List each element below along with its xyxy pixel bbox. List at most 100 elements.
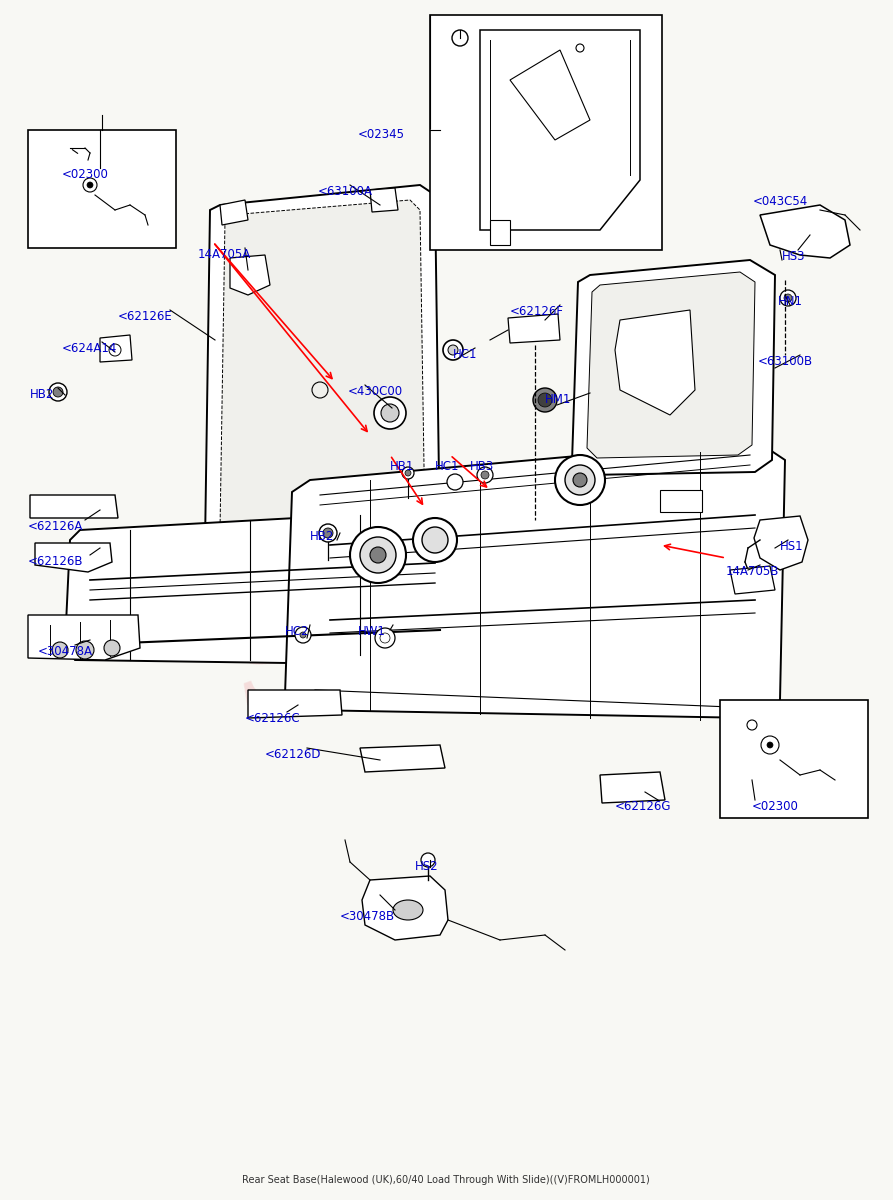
Circle shape xyxy=(360,538,396,572)
Polygon shape xyxy=(754,516,808,570)
Bar xyxy=(720,700,868,818)
Polygon shape xyxy=(28,614,140,660)
Text: Sautia: Sautia xyxy=(214,467,678,733)
Text: HB2: HB2 xyxy=(310,530,334,542)
Circle shape xyxy=(374,397,406,428)
Circle shape xyxy=(319,524,337,542)
Text: HS3: HS3 xyxy=(782,250,805,263)
Circle shape xyxy=(405,470,411,476)
Polygon shape xyxy=(730,566,775,594)
Circle shape xyxy=(538,392,552,407)
Circle shape xyxy=(780,290,796,306)
Polygon shape xyxy=(510,50,590,140)
Text: Rear Seat Base(Halewood (UK),60/40 Load Through With Slide)((V)FROMLH000001): Rear Seat Base(Halewood (UK),60/40 Load … xyxy=(242,1175,650,1186)
Polygon shape xyxy=(65,510,455,665)
Circle shape xyxy=(477,467,493,482)
Polygon shape xyxy=(572,260,775,475)
Circle shape xyxy=(555,455,605,505)
Polygon shape xyxy=(35,542,112,572)
Text: <62126F: <62126F xyxy=(510,305,564,318)
Text: <30478B: <30478B xyxy=(340,910,395,923)
Text: <62126C: <62126C xyxy=(245,712,301,725)
Circle shape xyxy=(104,640,120,656)
Circle shape xyxy=(375,628,395,648)
Circle shape xyxy=(295,626,311,643)
Circle shape xyxy=(49,383,67,401)
Polygon shape xyxy=(100,335,132,362)
Polygon shape xyxy=(600,772,665,803)
Circle shape xyxy=(402,467,414,479)
Text: HB3: HB3 xyxy=(470,460,494,473)
Text: HN1: HN1 xyxy=(778,295,803,308)
Ellipse shape xyxy=(393,900,423,920)
Polygon shape xyxy=(490,220,510,245)
Circle shape xyxy=(76,641,94,659)
Text: 14A705B: 14A705B xyxy=(726,565,780,578)
Text: HW1: HW1 xyxy=(358,625,386,638)
Text: HM1: HM1 xyxy=(545,392,572,406)
Polygon shape xyxy=(587,272,755,458)
Text: <62126B: <62126B xyxy=(28,554,84,568)
Polygon shape xyxy=(220,200,425,545)
Circle shape xyxy=(767,742,773,748)
Text: HB1: HB1 xyxy=(390,460,414,473)
Polygon shape xyxy=(370,188,398,212)
Text: HS1: HS1 xyxy=(780,540,804,553)
Circle shape xyxy=(52,642,68,658)
Text: <02300: <02300 xyxy=(752,800,799,814)
Polygon shape xyxy=(480,30,640,230)
Polygon shape xyxy=(362,876,448,940)
Circle shape xyxy=(533,388,557,412)
Circle shape xyxy=(381,404,399,422)
Polygon shape xyxy=(508,314,560,343)
Bar xyxy=(28,130,176,248)
Polygon shape xyxy=(230,254,270,295)
Circle shape xyxy=(443,340,463,360)
Circle shape xyxy=(53,386,63,397)
Polygon shape xyxy=(360,745,445,772)
Circle shape xyxy=(565,464,595,494)
Circle shape xyxy=(87,182,93,188)
Text: <430C00: <430C00 xyxy=(348,385,403,398)
Polygon shape xyxy=(30,494,118,518)
Text: HS2: HS2 xyxy=(415,860,438,874)
Circle shape xyxy=(421,853,435,866)
Text: HC1: HC1 xyxy=(453,348,478,361)
Text: <02300: <02300 xyxy=(62,168,109,181)
Circle shape xyxy=(573,473,587,487)
Circle shape xyxy=(784,294,792,302)
Text: HB2: HB2 xyxy=(30,388,54,401)
Circle shape xyxy=(422,527,448,553)
Text: <63100B: <63100B xyxy=(758,355,814,368)
Polygon shape xyxy=(285,440,785,718)
Text: <624A14: <624A14 xyxy=(62,342,117,355)
Polygon shape xyxy=(220,200,248,226)
Text: HC2: HC2 xyxy=(285,625,310,638)
Text: <62126E: <62126E xyxy=(118,310,172,323)
Text: 14A705A: 14A705A xyxy=(198,248,251,260)
Text: <62126G: <62126G xyxy=(615,800,672,814)
Circle shape xyxy=(370,547,386,563)
Circle shape xyxy=(300,632,306,638)
Polygon shape xyxy=(432,488,550,562)
Circle shape xyxy=(576,44,584,52)
Polygon shape xyxy=(205,185,440,565)
Text: <62126D: <62126D xyxy=(265,748,321,761)
Bar xyxy=(660,490,702,512)
Circle shape xyxy=(323,528,333,538)
Text: <62126A: <62126A xyxy=(28,520,83,533)
Text: <02345: <02345 xyxy=(358,128,405,140)
Circle shape xyxy=(481,470,489,479)
Circle shape xyxy=(413,518,457,562)
Circle shape xyxy=(350,527,406,583)
Polygon shape xyxy=(248,690,342,718)
Circle shape xyxy=(447,474,463,490)
Text: HC1: HC1 xyxy=(435,460,460,473)
Polygon shape xyxy=(760,205,850,258)
Polygon shape xyxy=(615,310,695,415)
Circle shape xyxy=(448,346,458,355)
Text: <30478A: <30478A xyxy=(38,646,93,658)
Bar xyxy=(430,14,662,250)
Text: <043C54: <043C54 xyxy=(753,194,808,208)
Text: <63100A: <63100A xyxy=(318,185,373,198)
